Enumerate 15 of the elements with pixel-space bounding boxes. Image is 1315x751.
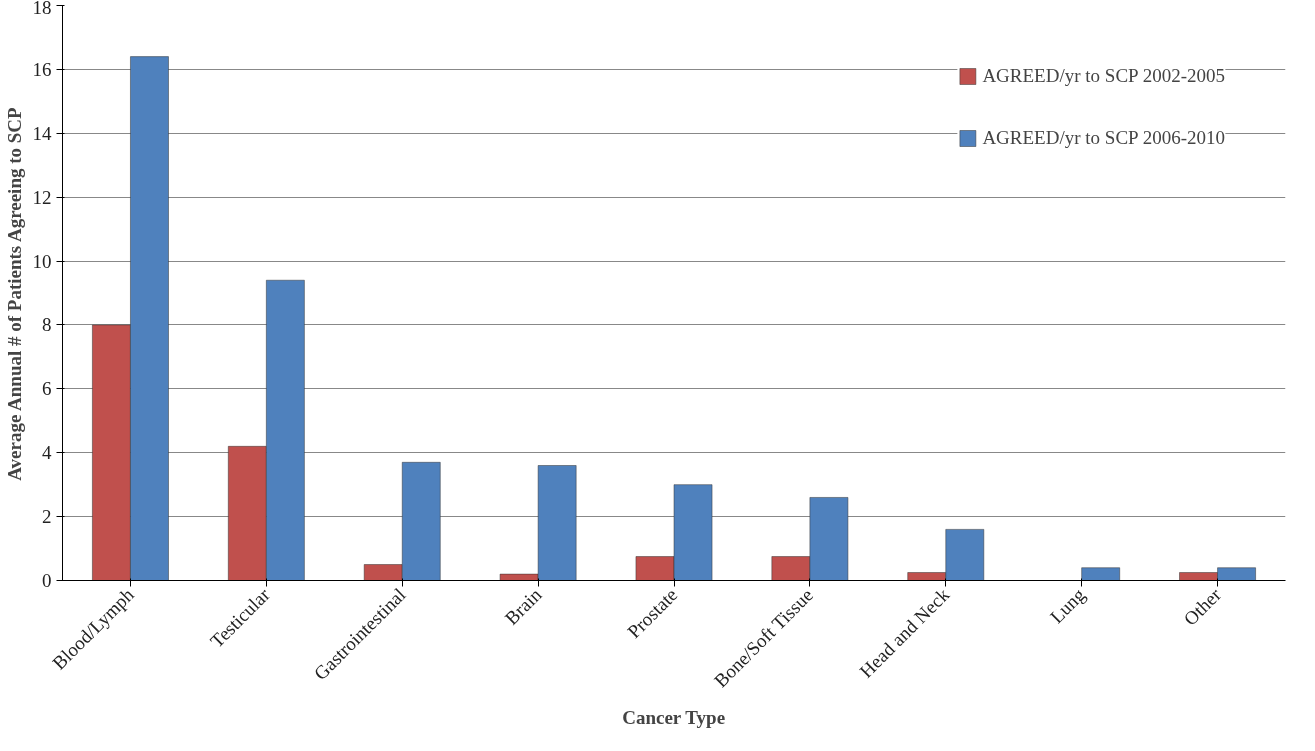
x-axis-title: Cancer Type bbox=[622, 706, 726, 728]
y-tick-label: 4 bbox=[42, 442, 52, 464]
y-tick-label: 8 bbox=[42, 314, 52, 336]
y-tick-label: 10 bbox=[32, 250, 52, 272]
y-tick-label: 18 bbox=[32, 0, 52, 18]
y-tick-label: 6 bbox=[42, 378, 52, 400]
y-axis-title: Average Annual # of Patients Agreeing to SCP bbox=[3, 106, 25, 481]
legend-label: AGREED/yr to SCP 2002-2005 bbox=[982, 65, 1225, 87]
y-tick-label: 2 bbox=[42, 506, 52, 528]
legend-label: AGREED/yr to SCP 2006-2010 bbox=[982, 127, 1225, 149]
y-tick-label: 16 bbox=[32, 58, 52, 80]
y-tick-label: 0 bbox=[42, 570, 52, 591]
bar bbox=[1081, 567, 1120, 581]
y-tick-label: 14 bbox=[32, 122, 52, 144]
y-tick-label: 12 bbox=[32, 186, 52, 208]
